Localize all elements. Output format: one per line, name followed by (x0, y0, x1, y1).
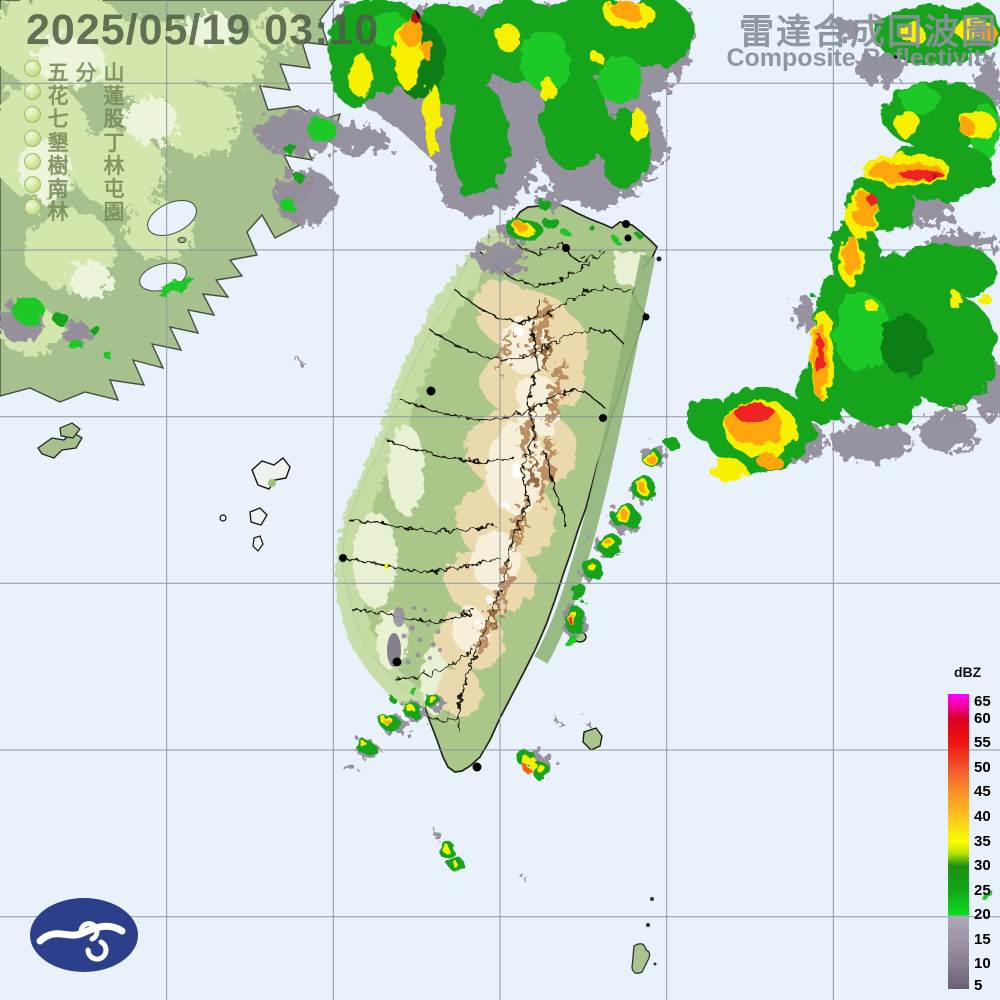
station-name-char: 分 (75, 62, 97, 85)
cwb-logo (30, 898, 138, 972)
colorbar-tick: 35 (974, 832, 991, 850)
colorbar-tick: 15 (974, 930, 991, 948)
west-plains (335, 230, 510, 712)
colorbar-tick: 50 (974, 758, 991, 776)
radar-echoes (0, 0, 1000, 901)
station-name-char: 林 (103, 154, 125, 178)
radar-site-dots (339, 220, 650, 772)
echo-red-layer (386, 1, 996, 773)
matsu-islet (177, 237, 187, 243)
kinmen-islet (59, 422, 81, 439)
station-name-char: 山 (103, 62, 125, 85)
orchid-island (582, 727, 603, 751)
kinmen-island (37, 431, 83, 459)
station-name-char: 樹 (47, 154, 69, 178)
station-name-char: 五 (47, 62, 69, 85)
colorbar-tick: 25 (974, 881, 991, 899)
page-title-english: Composite Reflectivity (726, 44, 996, 72)
taiwan-island (335, 202, 658, 773)
station-marker (24, 60, 41, 77)
station-name-char: 蓮 (103, 85, 125, 109)
station-marker (24, 83, 41, 101)
station-name-char: 園 (103, 201, 125, 225)
station-name-char: 屯 (103, 178, 125, 201)
east-coast-strip (534, 254, 656, 664)
batanes-islands (631, 897, 657, 974)
station-marker (24, 199, 41, 217)
station-name-char: 花 (47, 85, 69, 109)
station-name-char: 七 (47, 108, 69, 132)
dbz-label: dBZ (954, 664, 982, 680)
colorbar-tick: 20 (974, 906, 991, 924)
cwb-logo-swirl (36, 921, 126, 962)
observation-timestamp: 2025/05/19 03:10 (26, 6, 380, 54)
colorbar-tick: 40 (974, 807, 991, 825)
colorbar-tick: 30 (974, 857, 991, 875)
station-name-char: 股 (103, 108, 125, 132)
colorbar-tick: 55 (974, 734, 991, 752)
colorbar-tick: 65 (974, 693, 991, 710)
colorbar-tick: 10 (974, 955, 991, 973)
penghu-islands (219, 457, 291, 552)
colorbar-tick: 5 (974, 977, 983, 994)
colorbar-tick: 60 (974, 709, 991, 727)
colorbar-tick: 45 (974, 783, 991, 801)
station-name-char: 南 (47, 178, 69, 201)
radar-station-legend: 五分山花蓮七股墾丁樹林南屯林園 (0, 0, 150, 320)
station-name-char: 丁 (103, 131, 125, 155)
station-marker (24, 176, 41, 193)
station-marker (24, 106, 41, 124)
penghu-terrain (268, 479, 276, 487)
station-marker (24, 129, 41, 147)
dbz-colorbar: dBZ 65 60 55 50 45 40 35 30 25 20 15 10 5 (946, 664, 1000, 1000)
pengjia-islet (656, 256, 662, 262)
station-name-char: 墾 (47, 131, 69, 155)
page-title-chinese: 雷達合成回波圖 (738, 13, 998, 52)
dbz-gradient-bar (948, 694, 969, 989)
station-name-char: 林 (47, 201, 69, 225)
station-marker (24, 152, 41, 170)
